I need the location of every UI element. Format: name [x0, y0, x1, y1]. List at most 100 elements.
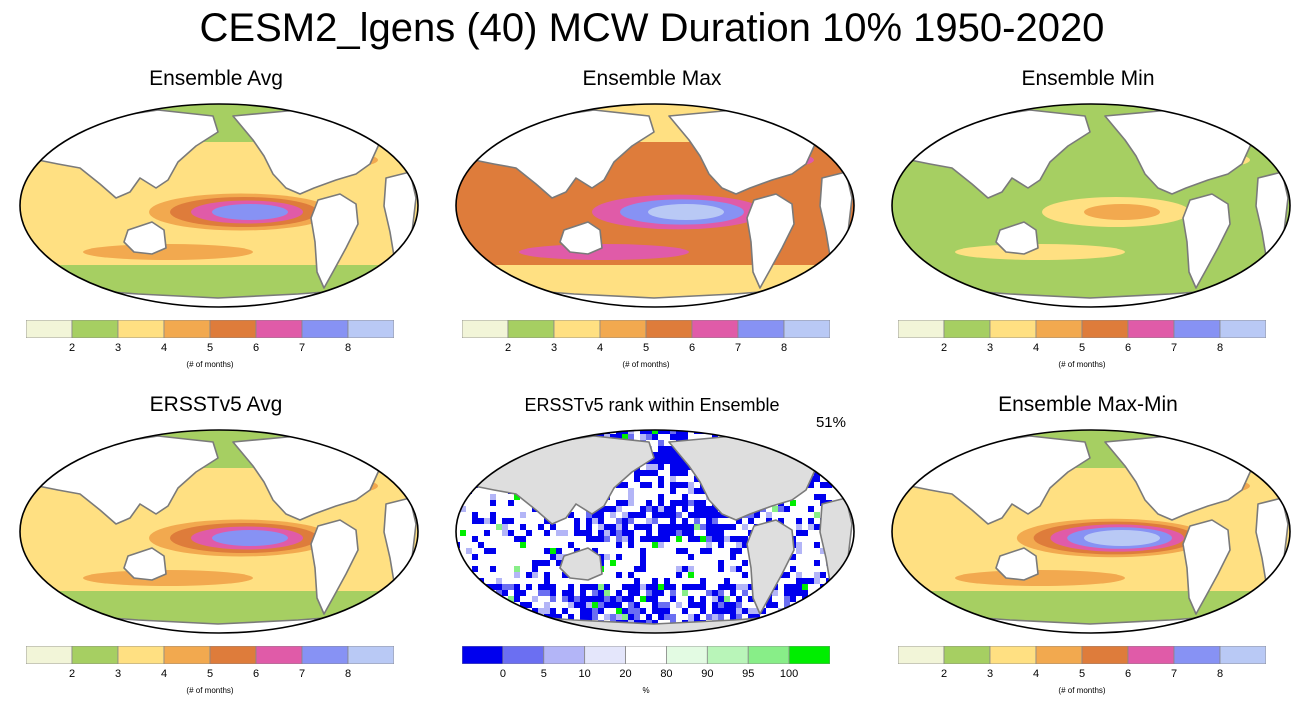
- rank-cell: [784, 590, 790, 596]
- rank-cell: [724, 632, 730, 633]
- colorbar-swatch: [462, 646, 504, 664]
- rank-cell: [628, 494, 634, 500]
- rank-cell: [634, 614, 640, 620]
- colorbar-tick-label: 8: [1216, 668, 1224, 680]
- rank-cell: [730, 554, 736, 560]
- rank-cell: [742, 584, 748, 590]
- rank-cell: [556, 434, 562, 440]
- rank-cell: [604, 506, 610, 512]
- colorbar-tick-label: 8: [780, 342, 788, 354]
- rank-cell: [784, 434, 790, 440]
- colorbar-tick-label: 2: [68, 668, 76, 680]
- rank-cell: [490, 620, 496, 626]
- rank-cell: [670, 512, 676, 518]
- colorbar-ticks: 2 3 4 5 6 7 8: [462, 342, 830, 356]
- rank-cell: [724, 596, 730, 602]
- rank-cell: [526, 572, 532, 578]
- rank-cell: [688, 614, 694, 620]
- colorbar-tick-label: 3: [550, 342, 558, 354]
- rank-cell: [652, 578, 658, 584]
- rank-cell: [502, 626, 508, 632]
- rank-cell: [634, 578, 640, 584]
- colorbar-tick-label: 6: [1124, 668, 1132, 680]
- rank-cell: [724, 578, 730, 584]
- rank-cell: [622, 430, 628, 434]
- rank-cell: [766, 518, 772, 524]
- rank-cell: [628, 500, 634, 506]
- rank-cell: [550, 590, 556, 596]
- south-pacific-band: [519, 244, 689, 260]
- rank-cell: [646, 506, 652, 512]
- rank-cell: [808, 596, 814, 602]
- rank-cell: [688, 584, 694, 590]
- rank-cell: [544, 584, 550, 590]
- rank-cell: [700, 548, 706, 554]
- rank-cell: [496, 608, 502, 614]
- rank-cell: [628, 530, 634, 536]
- rank-cell: [550, 548, 556, 554]
- rank-cell: [706, 530, 712, 536]
- rank-cell: [628, 518, 634, 524]
- rank-cell: [784, 596, 790, 602]
- rank-cell: [508, 614, 514, 620]
- rank-cell: [796, 518, 802, 524]
- land-greenland: [1239, 439, 1263, 461]
- rank-cell: [520, 620, 526, 626]
- rank-cell: [532, 620, 538, 626]
- rank-cell: [556, 614, 562, 620]
- rank-cell: [844, 470, 850, 476]
- rank-cell: [586, 584, 592, 590]
- rank-cell: [622, 596, 628, 602]
- rank-cell: [850, 464, 854, 470]
- rank-cell: [472, 596, 478, 602]
- rank-cell: [790, 596, 796, 602]
- colorbar-swatch: [209, 646, 257, 664]
- rank-cell: [850, 554, 854, 560]
- rank-cell: [718, 584, 724, 590]
- rank-cell: [814, 596, 820, 602]
- rank-cell: [616, 542, 622, 548]
- rank-cell: [700, 608, 706, 614]
- colorbar-tick-label: 6: [688, 342, 696, 354]
- rank-cell: [784, 614, 790, 620]
- rank-cell: [586, 512, 592, 518]
- rank-cell: [676, 512, 682, 518]
- rank-cell: [736, 614, 742, 620]
- rank-cell: [472, 578, 478, 584]
- rank-cell: [790, 614, 796, 620]
- rank-cell: [472, 440, 478, 446]
- rank-cell: [658, 512, 664, 518]
- rank-cell: [730, 614, 736, 620]
- rank-cell: [688, 554, 694, 560]
- rank-cell: [682, 430, 688, 434]
- rank-cell: [676, 524, 682, 530]
- rank-cell: [838, 430, 844, 434]
- rank-cell: [604, 554, 610, 560]
- rank-cell: [658, 590, 664, 596]
- rank-cell: [712, 632, 718, 633]
- rank-cell: [694, 632, 700, 633]
- rank-cell: [670, 500, 676, 506]
- rank-cell: [472, 470, 478, 476]
- rank-cell: [796, 632, 802, 633]
- rank-cell: [580, 602, 586, 608]
- rank-cell: [628, 596, 634, 602]
- rank-cell: [478, 620, 484, 626]
- rank-cell: [574, 518, 580, 524]
- rank-cell: [556, 632, 562, 633]
- rank-cell: [748, 430, 754, 434]
- colorbar-tick-label: 2: [940, 342, 948, 354]
- rank-cell: [460, 464, 466, 470]
- rank-cell: [670, 470, 676, 476]
- rank-cell: [754, 626, 760, 632]
- rank-cell: [496, 632, 502, 633]
- rank-cell: [700, 488, 706, 494]
- rank-cell: [814, 626, 820, 632]
- colorbar-tick-label: 7: [298, 668, 306, 680]
- map-ersst-rank: [455, 429, 855, 634]
- rank-cell: [742, 590, 748, 596]
- rank-cell: [814, 578, 820, 584]
- rank-cell: [844, 608, 850, 614]
- rank-cell: [604, 524, 610, 530]
- rank-cell: [532, 572, 538, 578]
